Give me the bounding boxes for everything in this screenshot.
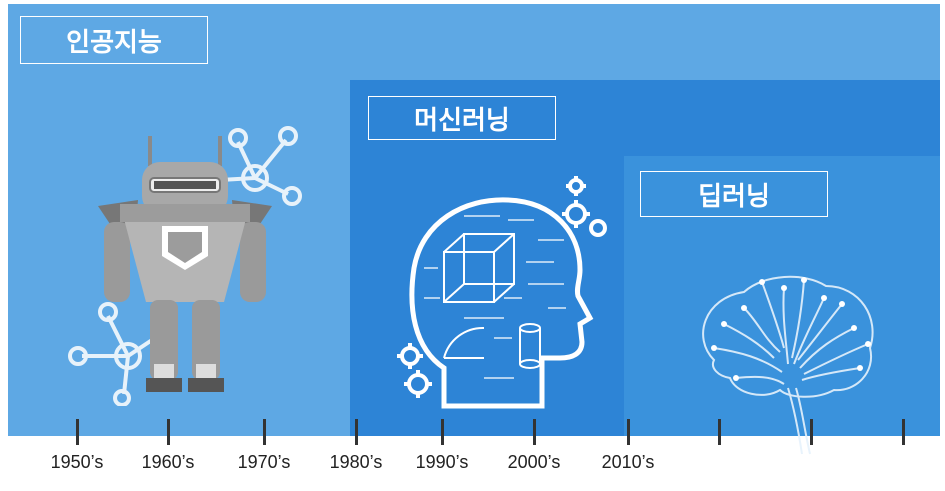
timeline-tick bbox=[263, 419, 266, 445]
dl-label: 딥러닝 bbox=[640, 171, 828, 217]
year-label-2010s: 2010’s bbox=[601, 452, 655, 472]
robot-icon bbox=[98, 136, 272, 392]
timeline-tick bbox=[441, 419, 444, 445]
year-label-1950s: 1950’s bbox=[50, 452, 104, 472]
year-label-2000s: 2000’s bbox=[507, 452, 561, 472]
gear-icon bbox=[562, 176, 607, 237]
timeline-tick bbox=[167, 419, 170, 445]
year-label-1970s: 1970’s bbox=[237, 452, 291, 472]
timeline-tick bbox=[810, 419, 813, 445]
year-label-1980s: 1980’s bbox=[329, 452, 383, 472]
network-icon bbox=[68, 302, 160, 406]
dl-era-panel bbox=[624, 156, 940, 436]
timeline-tick bbox=[355, 419, 358, 445]
timeline-tick bbox=[718, 419, 721, 445]
timeline-tick bbox=[627, 419, 630, 445]
year-label-1960s: 1960’s bbox=[141, 452, 195, 472]
head-formula-icon bbox=[409, 197, 594, 409]
year-label-1990s: 1990’s bbox=[415, 452, 469, 472]
ai-label: 인공지능 bbox=[20, 16, 208, 64]
gear-icon bbox=[397, 343, 432, 398]
timeline-tick bbox=[76, 419, 79, 445]
brain-circuit-icon bbox=[702, 275, 874, 455]
timeline-tick bbox=[533, 419, 536, 445]
timeline-tick bbox=[902, 419, 905, 445]
ml-label: 머신러닝 bbox=[368, 96, 556, 140]
